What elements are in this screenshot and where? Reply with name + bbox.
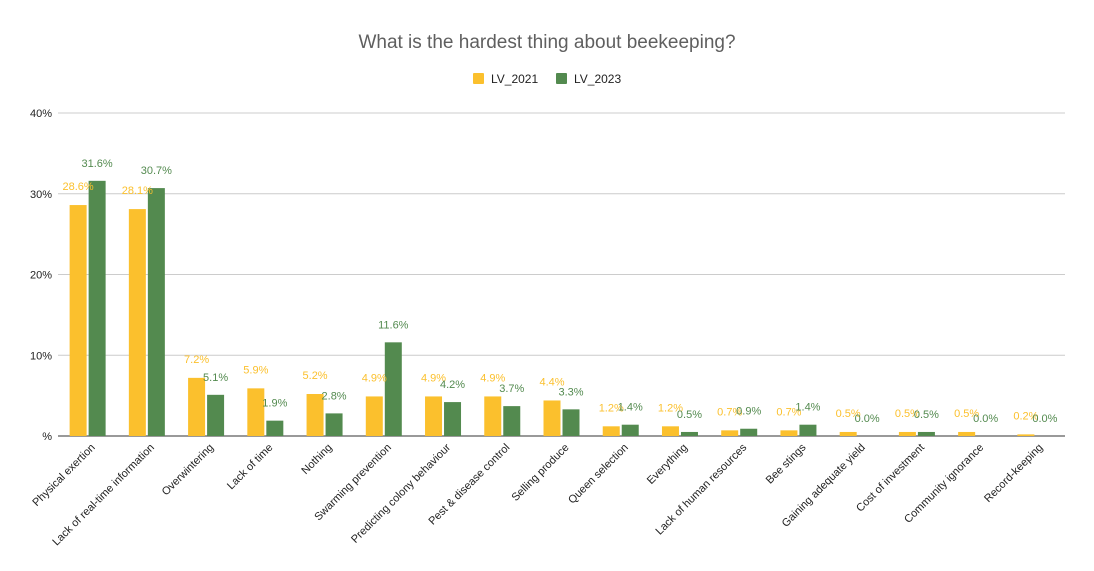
bar-lv-2021-selling-produce bbox=[543, 400, 561, 436]
x-tick-label-lack-of-real-time-information: Lack of real-time information bbox=[50, 442, 157, 549]
data-label-lv-2021-pest-disease-control: 4.9% bbox=[480, 372, 505, 384]
x-tick-label-everything: Everything bbox=[645, 442, 690, 487]
data-label-lv-2023-record-keeping: 0.0% bbox=[1032, 413, 1057, 425]
data-labels: 28.6% 31.6% 28.1% 30.7% 7.2% 5.1% 5.9% 1.9% 5.2%… bbox=[63, 158, 1058, 425]
bar-lv-2021-bee-stings bbox=[780, 430, 798, 436]
bar-lv-2021-record-keeping bbox=[1017, 434, 1035, 436]
bar-lv-2021-lack-of-real-time-information bbox=[128, 209, 146, 436]
x-tick-label-overwintering: Overwintering bbox=[160, 442, 216, 498]
data-label-lv-2023-queen-selection: 1.4% bbox=[618, 402, 643, 414]
data-label-lv-2023-pest-disease-control: 3.7% bbox=[499, 383, 524, 395]
data-label-lv-2023-nothing: 2.8% bbox=[322, 390, 347, 402]
bar-lv-2021-lack-of-time bbox=[247, 388, 265, 436]
data-label-lv-2021-community-ignorance: 0.5% bbox=[954, 408, 979, 420]
bar-lv-2021-everything bbox=[661, 426, 679, 436]
data-label-lv-2021-predicting-colony-behaviour: 4.9% bbox=[421, 372, 446, 384]
bar-lv-2023-swarming-prevention bbox=[384, 342, 402, 436]
data-label-lv-2023-physical-exertion: 31.6% bbox=[82, 158, 113, 170]
data-label-lv-2023-lack-of-real-time-information: 30.7% bbox=[141, 165, 172, 177]
data-label-lv-2021-bee-stings: 0.7% bbox=[776, 406, 801, 418]
data-label-lv-2023-selling-produce: 3.3% bbox=[558, 386, 583, 398]
data-label-lv-2023-bee-stings: 1.4% bbox=[795, 402, 820, 414]
data-label-lv-2021-physical-exertion: 28.6% bbox=[63, 181, 94, 193]
data-label-lv-2021-lack-of-time: 5.9% bbox=[243, 364, 268, 376]
data-label-lv-2023-swarming-prevention: 11.6% bbox=[378, 319, 409, 331]
bar-lv-2023-bee-stings bbox=[799, 424, 817, 436]
data-label-lv-2021-cost-of-investment: 0.5% bbox=[895, 408, 920, 420]
y-tick-label: 40% bbox=[30, 108, 52, 120]
x-tick-label-record-keeping: Record-keeping bbox=[982, 442, 1045, 505]
data-label-lv-2023-overwintering: 5.1% bbox=[203, 372, 228, 384]
data-label-lv-2021-lack-of-human-resources: 0.7% bbox=[717, 406, 742, 418]
data-label-lv-2023-predicting-colony-behaviour: 4.2% bbox=[440, 379, 465, 391]
y-tick-label: 30% bbox=[30, 189, 52, 201]
bar-lv-2023-cost-of-investment bbox=[917, 431, 935, 436]
data-label-lv-2023-everything: 0.5% bbox=[677, 409, 702, 421]
bars bbox=[69, 180, 1035, 436]
gridlines bbox=[58, 112, 1065, 437]
legend-label-lv-2023: LV_2023 bbox=[574, 72, 621, 86]
legend-label-lv-2021: LV_2021 bbox=[491, 72, 538, 86]
bar-lv-2023-predicting-colony-behaviour bbox=[444, 402, 462, 436]
x-tick-label-queen-selection: Queen selection bbox=[566, 442, 631, 507]
legend-swatch-lv-2021 bbox=[473, 73, 484, 84]
bar-lv-2023-everything bbox=[680, 431, 698, 436]
data-label-lv-2021-queen-selection: 1.2% bbox=[599, 402, 624, 414]
bar-lv-2021-community-ignorance bbox=[958, 431, 976, 436]
legend: LV_2021 LV_2023 bbox=[473, 72, 621, 86]
data-label-lv-2023-lack-of-time: 1.9% bbox=[262, 398, 287, 410]
data-label-lv-2021-swarming-prevention: 4.9% bbox=[362, 372, 387, 384]
bar-lv-2021-gaining-adequate-yield bbox=[839, 431, 857, 436]
data-label-lv-2021-gaining-adequate-yield: 0.5% bbox=[836, 408, 861, 420]
x-tick-label-selling-produce: Selling produce bbox=[510, 442, 572, 504]
data-label-lv-2023-lack-of-human-resources: 0.9% bbox=[736, 406, 761, 418]
bar-lv-2023-nothing bbox=[325, 413, 343, 436]
data-label-lv-2023-gaining-adequate-yield: 0.0% bbox=[855, 413, 880, 425]
bar-lv-2023-overwintering bbox=[207, 394, 225, 436]
x-tick-label-predicting-colony-behaviour: Predicting colony behaviour bbox=[349, 441, 453, 545]
bar-lv-2023-pest-disease-control bbox=[503, 406, 521, 436]
bar-lv-2021-lack-of-human-resources bbox=[721, 430, 739, 436]
data-label-lv-2021-selling-produce: 4.4% bbox=[539, 376, 564, 388]
y-tick-label: 20% bbox=[30, 270, 52, 282]
x-tick-label-nothing: Nothing bbox=[299, 442, 334, 477]
y-axis: % 10% 20% 30% 40% bbox=[30, 108, 52, 443]
data-label-lv-2021-lack-of-real-time-information: 28.1% bbox=[122, 185, 153, 197]
bar-lv-2023-selling-produce bbox=[562, 409, 580, 436]
y-tick-label: 10% bbox=[30, 350, 52, 362]
data-label-lv-2021-nothing: 5.2% bbox=[303, 370, 328, 382]
bar-lv-2021-swarming-prevention bbox=[365, 396, 383, 436]
x-tick-label-bee-stings: Bee stings bbox=[764, 441, 809, 486]
bar-lv-2021-queen-selection bbox=[602, 426, 620, 436]
x-tick-label-lack-of-time: Lack of time bbox=[225, 442, 275, 492]
bar-lv-2021-nothing bbox=[306, 394, 324, 436]
data-label-lv-2021-everything: 1.2% bbox=[658, 402, 683, 414]
bar-lv-2021-pest-disease-control bbox=[484, 396, 502, 436]
y-tick-label: % bbox=[42, 431, 52, 443]
x-tick-label-physical-exertion: Physical exertion bbox=[30, 442, 97, 509]
chart-title: What is the hardest thing about beekeepi… bbox=[358, 32, 735, 53]
bar-lv-2021-predicting-colony-behaviour bbox=[425, 396, 443, 436]
bar-lv-2023-physical-exertion bbox=[88, 180, 106, 436]
bar-lv-2023-lack-of-real-time-information bbox=[147, 188, 165, 436]
bar-lv-2021-physical-exertion bbox=[69, 205, 87, 436]
data-label-lv-2023-community-ignorance: 0.0% bbox=[973, 413, 998, 425]
data-label-lv-2021-overwintering: 7.2% bbox=[184, 354, 209, 366]
bar-lv-2023-lack-of-human-resources bbox=[740, 428, 758, 436]
legend-swatch-lv-2023 bbox=[556, 73, 567, 84]
bar-lv-2023-queen-selection bbox=[621, 424, 639, 436]
data-label-lv-2023-cost-of-investment: 0.5% bbox=[914, 409, 939, 421]
bar-lv-2021-overwintering bbox=[188, 377, 206, 436]
data-label-lv-2021-record-keeping: 0.2% bbox=[1013, 410, 1038, 422]
bar-lv-2021-cost-of-investment bbox=[898, 431, 916, 436]
bar-lv-2023-lack-of-time bbox=[266, 420, 284, 436]
